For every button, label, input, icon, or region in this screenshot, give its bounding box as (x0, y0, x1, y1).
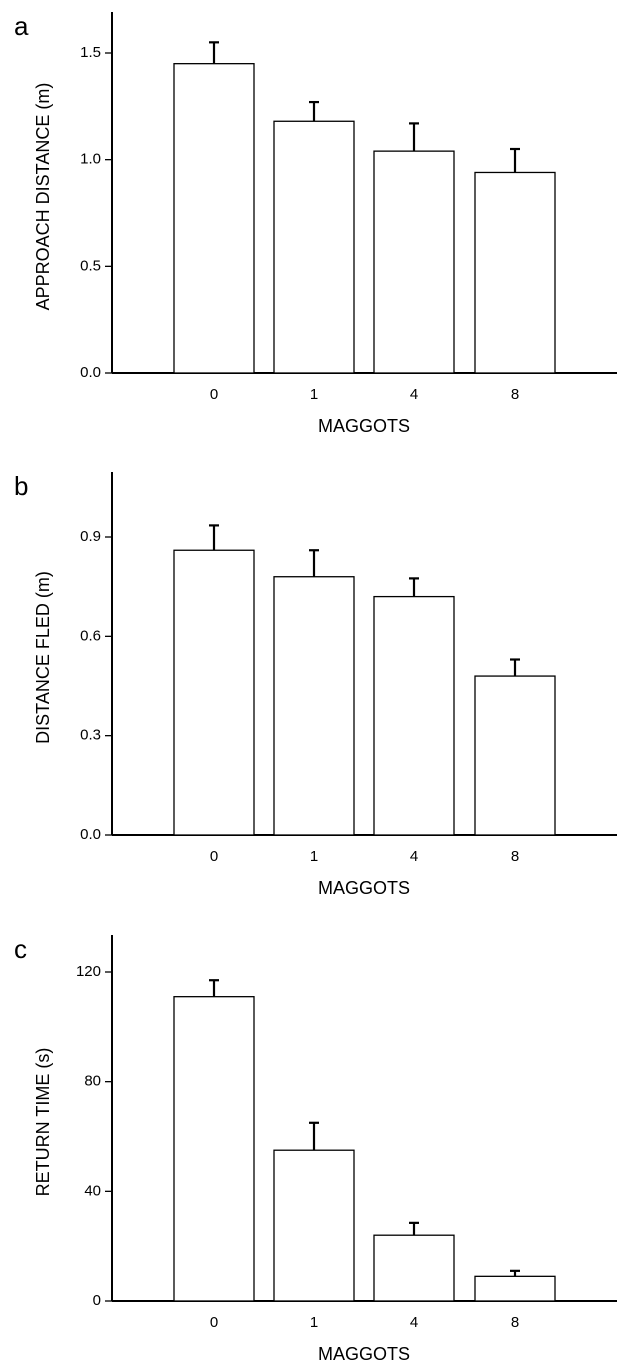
panel-b-y-axis-title: DISTANCE FLED (m) (33, 571, 53, 744)
panel-a-x-tick-label: 1 (310, 386, 318, 403)
panel-b-x-tick-label: 8 (511, 848, 519, 865)
panel-c-bar-8 (474, 1275, 556, 1302)
panel-a-bar-0 (173, 63, 255, 374)
panel-a-label: a (14, 11, 29, 41)
panel-c-bar-4 (373, 1234, 455, 1302)
panel-a-y-tick-label: 1.5 (80, 44, 101, 61)
panel-b-label: b (14, 471, 28, 501)
panel-b-x-tick-label: 4 (410, 848, 418, 865)
panel-c-x-tick-label: 1 (310, 1314, 318, 1331)
panel-c-y-tick-label: 0 (93, 1292, 101, 1309)
panel-c-x-tick-label: 8 (511, 1314, 519, 1331)
panel-b-y-tick-label: 0.9 (80, 528, 101, 545)
panel-c-bar-1 (273, 1149, 355, 1302)
panel-b-x-tick-label: 0 (210, 848, 218, 865)
panel-b-bar-1 (273, 576, 355, 836)
panel-c-label: c (14, 934, 27, 964)
panel-c-x-axis-title: MAGGOTS (318, 1344, 410, 1364)
panel-a-y-tick-label: 1.0 (80, 151, 101, 168)
panel-c-y-tick-label: 120 (76, 963, 101, 980)
panel-c-y-tick-label: 80 (84, 1073, 101, 1090)
panel-b-x-axis-title: MAGGOTS (318, 878, 410, 898)
panel-b-bar-8 (474, 675, 556, 836)
panel-b-bar-4 (373, 595, 455, 836)
panel-a-y-tick-label: 0.5 (80, 257, 101, 274)
panel-a-y-axis-title: APPROACH DISTANCE (m) (33, 83, 53, 311)
panel-b-y-tick-label: 0.3 (80, 727, 101, 744)
panel-c-x-tick-label: 4 (410, 1314, 418, 1331)
panel-b-y-tick-label: 0.6 (80, 627, 101, 644)
panel-c-y-tick-label: 40 (84, 1182, 101, 1199)
panel-a-x-tick-label: 4 (410, 386, 418, 403)
panel-c-x-tick-label: 0 (210, 1314, 218, 1331)
panel-a-x-tick-label: 8 (511, 386, 519, 403)
panel-a-bar-1 (273, 120, 355, 374)
panel-a-x-tick-label: 0 (210, 386, 218, 403)
panel-a-bar-4 (373, 150, 455, 374)
panel-b-x-tick-label: 1 (310, 848, 318, 865)
panel-b-bar-0 (173, 549, 255, 836)
panel-c-y-axis-title: RETURN TIME (s) (33, 1048, 53, 1197)
panel-c-bar-0 (173, 996, 255, 1302)
panel-b-y-tick-label: 0.0 (80, 826, 101, 843)
panel-a-bar-8 (474, 171, 556, 374)
panel-a-x-axis-title: MAGGOTS (318, 416, 410, 436)
panel-a-y-tick-label: 0.0 (80, 364, 101, 381)
